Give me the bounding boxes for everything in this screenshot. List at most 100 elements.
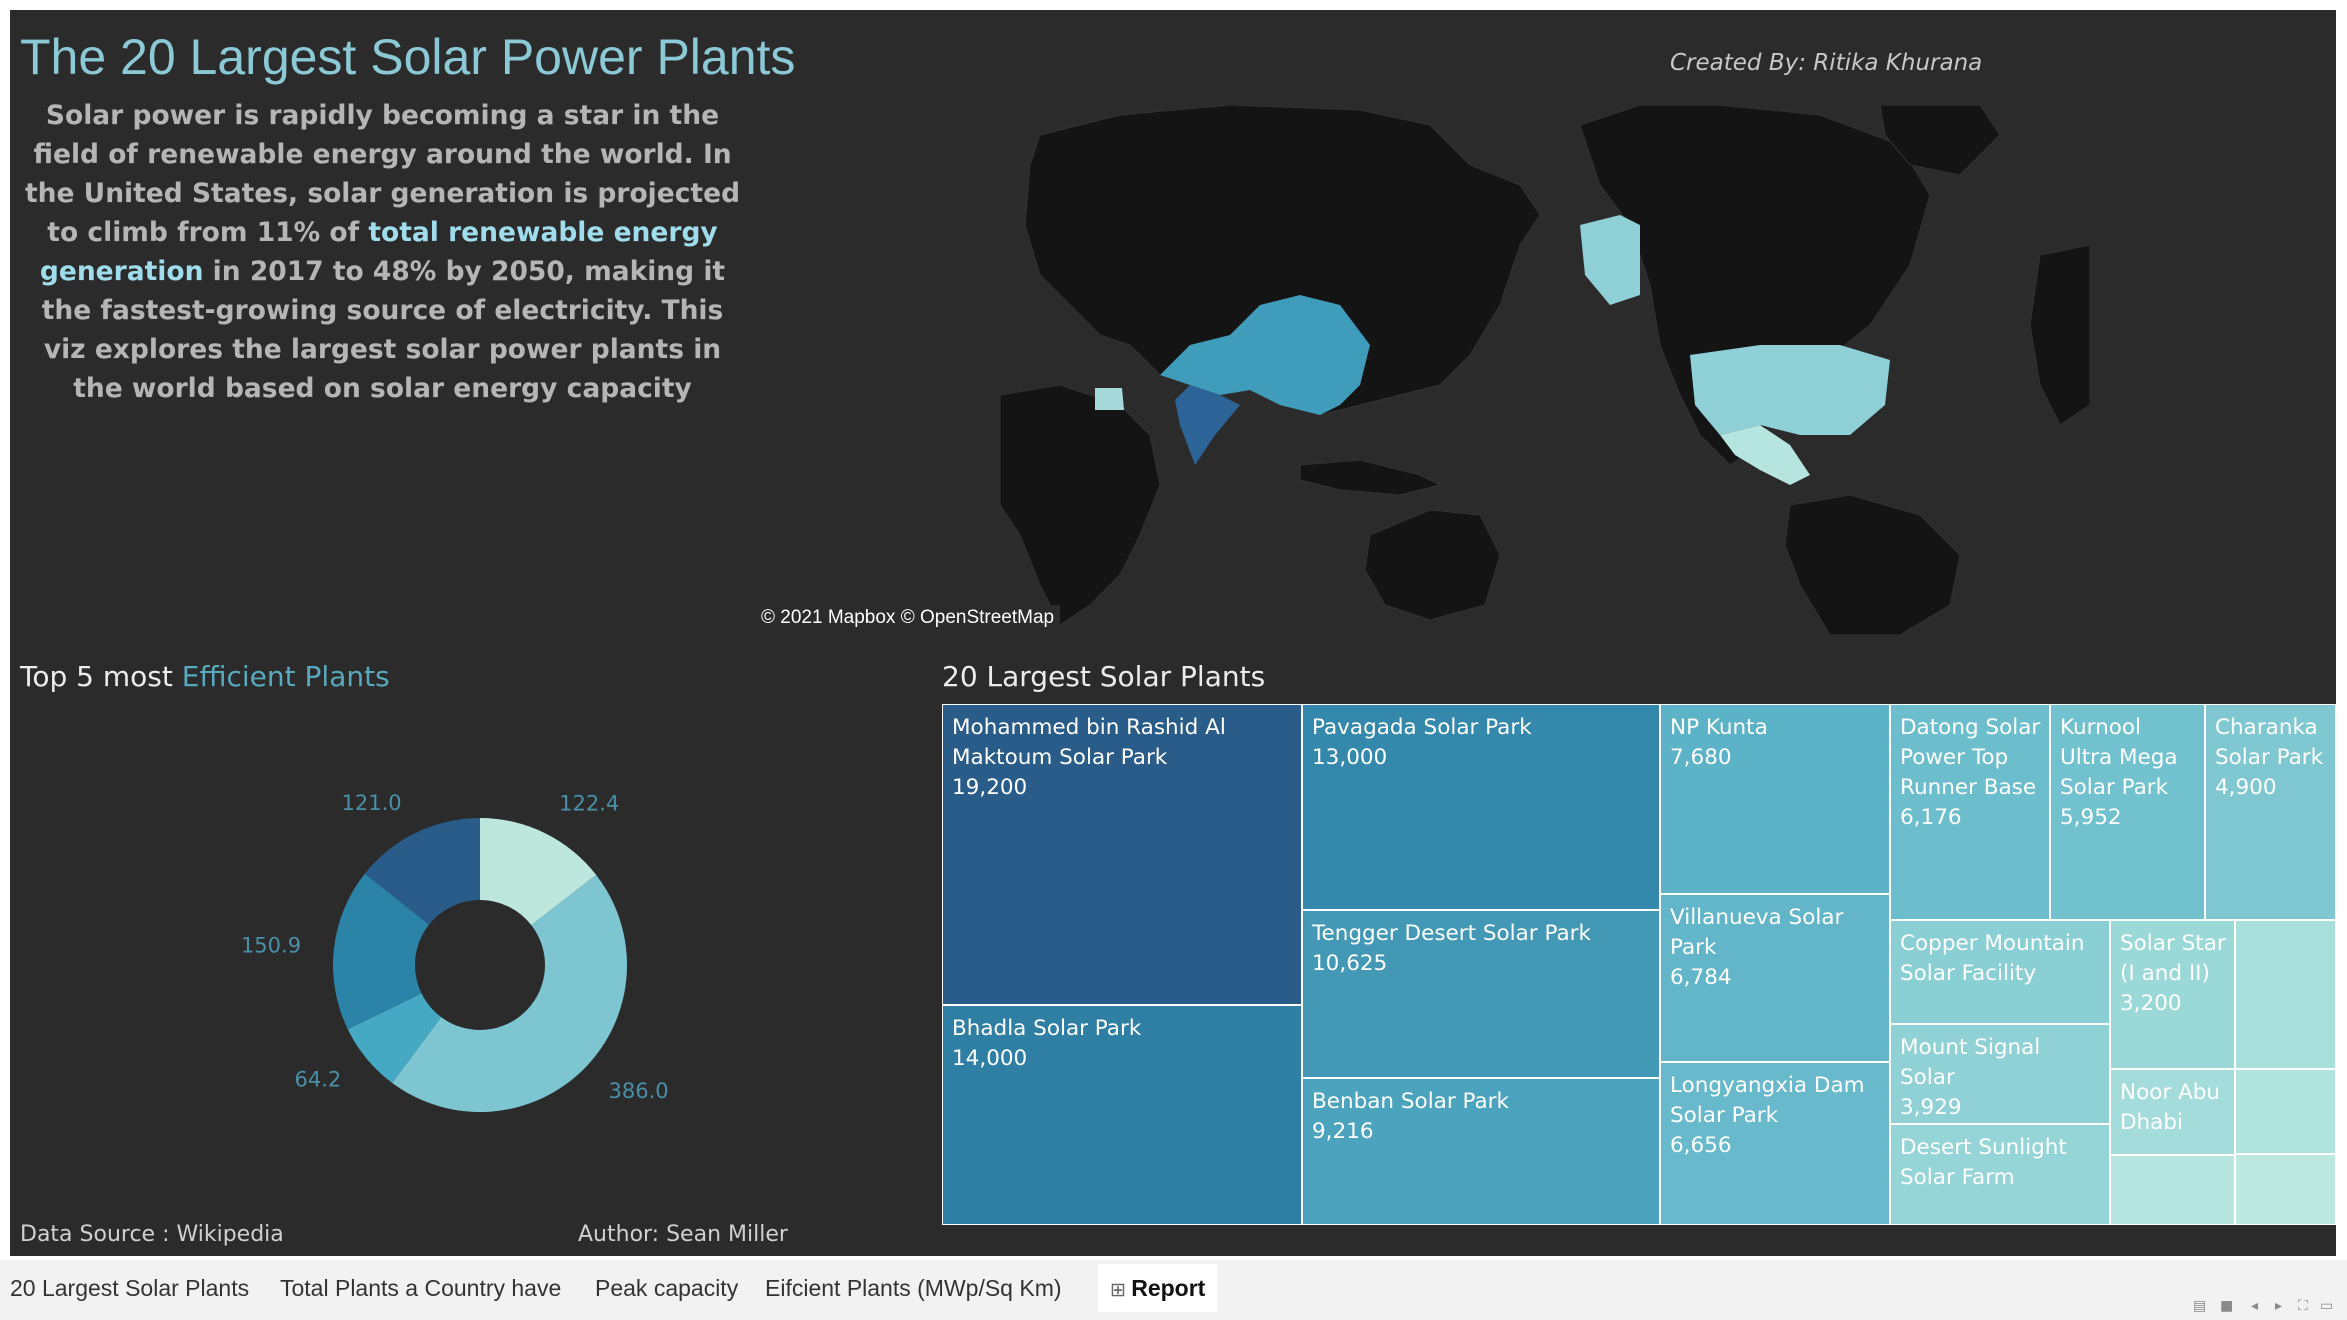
treemap-cell[interactable]: Tengger Desert Solar Park 10,625 xyxy=(1302,910,1660,1078)
land-indonesia xyxy=(1299,459,1442,496)
treemap-cell-value: 6,176 xyxy=(1900,805,1962,830)
treemap-cell-name: Mount Signal Solar xyxy=(1900,1035,2041,1090)
country-usa xyxy=(1690,345,1890,435)
land-greenland xyxy=(1879,105,2001,176)
treemap-cell-value: 19,200 xyxy=(952,775,1028,800)
treemap-cell-name: Villanueva Solar Park xyxy=(1670,905,1844,960)
treemap-cell-name: Desert Sunlight Solar Farm xyxy=(1900,1135,2067,1190)
treemap-cell-name: Benban Solar Park xyxy=(1312,1089,1509,1114)
donut-slice[interactable] xyxy=(333,873,430,1030)
donut-value-label: 122.4 xyxy=(559,791,619,815)
treemap-cell-name: Datong Solar Power Top Runner Base xyxy=(1900,715,2041,800)
treemap-cell-name: Longyangxia Dam Solar Park xyxy=(1670,1073,1865,1128)
treemap-cell-name: Mohammed bin Rashid Al Maktoum Solar Par… xyxy=(952,715,1226,770)
treemap-cell-name: Solar Star (I and II) xyxy=(2120,931,2226,986)
donut-title-plain: Top 5 most xyxy=(20,660,182,693)
intro-text-end: in 2017 to 48% by 2050, making it the fa… xyxy=(41,256,726,404)
tab-efficient-plants[interactable]: Eifcient Plants (MWp/Sq Km) xyxy=(765,1275,1062,1301)
intro-text: Solar power is rapidly becoming a star i… xyxy=(20,96,745,408)
present-icon[interactable]: ▭ xyxy=(2320,1298,2334,1314)
treemap-cell-name: Copper Mountain Solar Facility xyxy=(1900,931,2085,986)
land-australia xyxy=(1364,509,1501,621)
treemap-cell[interactable]: Copper Mountain Solar Facility xyxy=(1890,920,2110,1024)
treemap-cell-value: 10,625 xyxy=(1312,951,1388,976)
data-source-text: Data Source : Wikipedia xyxy=(20,1222,284,1247)
credit-text: Created By: Ritika Khurana xyxy=(1670,50,1983,76)
donut-value-label: 64.2 xyxy=(295,1068,342,1092)
tab-peak-capacity[interactable]: Peak capacity xyxy=(595,1275,739,1301)
intro-highlight: total renewable energy generation xyxy=(39,217,718,287)
country-usa-alaska xyxy=(1580,215,1640,305)
treemap-cell-value: 3,200 xyxy=(2120,991,2182,1016)
tab-report[interactable]: ⊞ Report xyxy=(1098,1264,1218,1312)
treemap-cell[interactable]: Villanueva Solar Park 6,784 xyxy=(1660,894,1890,1062)
treemap-cell[interactable]: Longyangxia Dam Solar Park 6,656 xyxy=(1660,1062,1890,1225)
treemap-cell-value: 13,000 xyxy=(1312,745,1388,770)
fullscreen-icon[interactable]: ⛶ xyxy=(2298,1298,2308,1314)
tab-20-largest-solar-plants[interactable]: 20 Largest Solar Plants xyxy=(10,1275,250,1301)
treemap-cell-value: 5,952 xyxy=(2060,805,2122,830)
map-highlights xyxy=(1095,215,1890,485)
treemap-cell-value: 6,784 xyxy=(1670,965,1732,990)
dashboard: The 20 Largest Solar Power Plants Create… xyxy=(10,10,2336,1256)
filmstrip-icon[interactable]: ■ xyxy=(2220,1298,2234,1314)
treemap-cell[interactable] xyxy=(2235,1154,2336,1225)
treemap-cell[interactable]: Bhadla Solar Park 14,000 xyxy=(942,1005,1302,1225)
treemap-cell[interactable]: Charanka Solar Park 4,900 xyxy=(2205,704,2336,920)
treemap-cell-name: Pavagada Solar Park xyxy=(1312,715,1532,740)
grid-icon: ⊞ xyxy=(1110,1280,1132,1301)
tab-report-label: Report xyxy=(1131,1275,1206,1301)
treemap-cell[interactable]: Noor Abu Dhabi xyxy=(2110,1069,2235,1155)
donut-value-label: 386.0 xyxy=(608,1079,668,1103)
map-land xyxy=(1000,105,2090,635)
treemap-cell[interactable]: Datong Solar Power Top Runner Base 6,176 xyxy=(1890,704,2050,920)
donut-chart[interactable]: 122.4 386.0 64.2 150.9 121.0 xyxy=(240,770,740,1140)
land-eurasia xyxy=(1024,105,1541,416)
treemap-cell-name: Noor Abu Dhabi xyxy=(2120,1080,2221,1135)
donut-section-title: Top 5 most Efficient Plants xyxy=(20,660,390,693)
treemap-cell[interactable]: Solar Star (I and II) 3,200 xyxy=(2110,920,2235,1069)
land-africa xyxy=(1000,384,1161,626)
treemap-cell-value: 6,656 xyxy=(1670,1133,1732,1158)
country-india xyxy=(1175,385,1240,465)
treemap-cell-name: Tengger Desert Solar Park xyxy=(1312,921,1591,946)
sheet-tab-bar: 20 Largest Solar Plants Total Plants a C… xyxy=(0,1260,2347,1320)
treemap-cell-name: Charanka Solar Park xyxy=(2215,715,2324,770)
tab-total-plants-country[interactable]: Total Plants a Country have xyxy=(280,1275,562,1301)
country-egypt xyxy=(1095,388,1124,410)
country-mexico xyxy=(1720,425,1810,485)
donut-slice[interactable] xyxy=(347,993,442,1083)
land-south-america xyxy=(1784,494,1961,635)
map-copyright[interactable]: © 2021 Mapbox © OpenStreetMap xyxy=(755,605,1061,631)
donut-title-accent: Efficient Plants xyxy=(181,660,390,693)
treemap-cell-name: Kurnool Ultra Mega Solar Park xyxy=(2060,715,2178,800)
treemap-cell[interactable]: Pavagada Solar Park 13,000 xyxy=(1302,704,1660,910)
treemap-cell-value: 4,900 xyxy=(2215,775,2277,800)
donut-value-label: 121.0 xyxy=(342,791,402,815)
treemap-cell-value: 3,929 xyxy=(1900,1095,1962,1120)
treemap-cell[interactable]: NP Kunta 7,680 xyxy=(1660,704,1890,894)
treemap-cell-value: 14,000 xyxy=(952,1046,1028,1071)
treemap-cell-value: 7,680 xyxy=(1670,745,1732,770)
treemap-cell[interactable]: Desert Sunlight Solar Farm xyxy=(1890,1124,2110,1225)
treemap-cell[interactable] xyxy=(2235,920,2336,1069)
treemap-cell[interactable] xyxy=(2110,1155,2235,1225)
treemap-cell[interactable]: Mohammed bin Rashid Al Maktoum Solar Par… xyxy=(942,704,1302,1005)
author-text: Author: Sean Miller xyxy=(578,1222,788,1247)
donut-slice[interactable] xyxy=(392,874,627,1112)
sheet-sorter-icon[interactable]: ▤ xyxy=(2193,1298,2207,1314)
world-map[interactable] xyxy=(1000,105,2090,635)
next-sheet-icon[interactable]: ▸ xyxy=(2275,1298,2283,1314)
treemap-cell[interactable] xyxy=(2235,1069,2336,1154)
country-china xyxy=(1160,295,1370,415)
treemap-cell-name: Bhadla Solar Park xyxy=(952,1016,1142,1041)
treemap-cell[interactable]: Kurnool Ultra Mega Solar Park 5,952 xyxy=(2050,704,2205,920)
page-title: The 20 Largest Solar Power Plants xyxy=(20,29,796,85)
donut-slice[interactable] xyxy=(480,818,597,926)
prev-sheet-icon[interactable]: ◂ xyxy=(2251,1298,2259,1314)
treemap-chart[interactable]: Mohammed bin Rashid Al Maktoum Solar Par… xyxy=(942,704,2336,1234)
donut-slice[interactable] xyxy=(364,818,480,925)
treemap-cell[interactable]: Benban Solar Park 9,216 xyxy=(1302,1078,1660,1225)
treemap-cell[interactable]: Mount Signal Solar 3,929 xyxy=(1890,1024,2110,1124)
treemap-cell-value: 9,216 xyxy=(1312,1119,1374,1144)
